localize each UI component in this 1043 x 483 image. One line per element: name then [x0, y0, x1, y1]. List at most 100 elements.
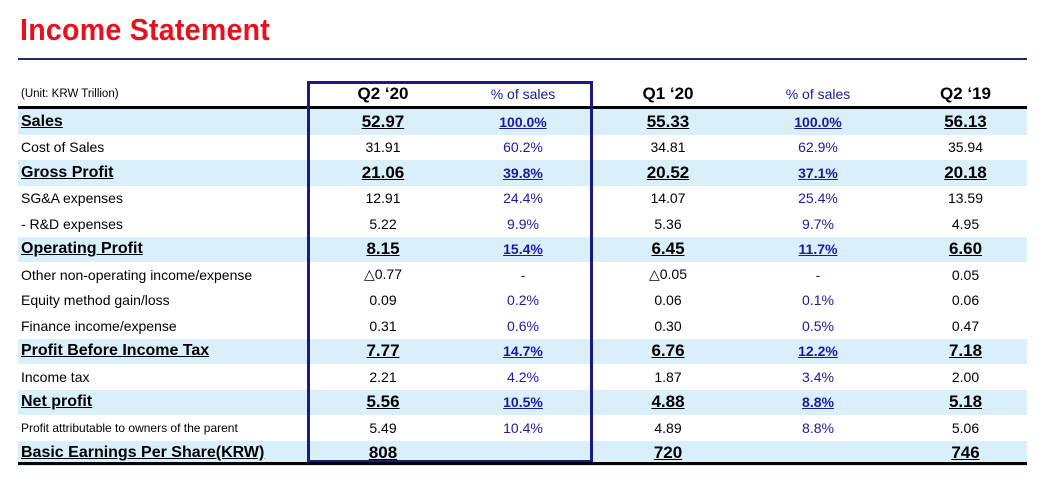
q2-20-value: △0.77	[363, 266, 402, 283]
header-q2-20: Q2 ‘20	[357, 84, 409, 103]
table-row: Finance income/expense 0.31 0.6% 0.30 0.5% 0.…	[18, 313, 1027, 339]
table-body: Sales 52.97 100.0% 55.33 100.0% 56.13 Cost of …	[18, 109, 1027, 466]
q2-20-value: 0.31	[369, 317, 397, 334]
row-label: Cost of Sales	[21, 139, 105, 156]
q1-20-value: 4.88	[651, 392, 685, 412]
q2-20-pct: 60.2%	[503, 139, 543, 156]
q2-20-value: 31.91	[365, 139, 401, 156]
row-label: Equity method gain/loss	[21, 292, 170, 309]
table-row: Profit attributable to owners of the par…	[18, 415, 1027, 441]
table-header: (Unit: KRW Trillion) Q2 ‘20 % of sales Q…	[18, 82, 1027, 109]
table-row: Profit Before Income Tax 7.77 14.7% 6.76 12.…	[18, 338, 1027, 364]
q1-20-pct: 0.1%	[802, 292, 834, 309]
q2-19-value: 6.60	[948, 239, 983, 259]
q2-19-value: 0.05	[951, 266, 980, 283]
q2-20-pct: 100.0%	[499, 113, 547, 130]
q2-19-value: 5.18	[948, 392, 983, 412]
q2-20-pct: 15.4%	[503, 241, 543, 258]
q2-20-value: 52.97	[361, 111, 405, 131]
q2-20-value: 12.91	[365, 190, 401, 207]
q2-20-value: 5.49	[369, 419, 397, 436]
header-pct-q2-20: % of sales	[490, 86, 556, 102]
q2-19-value: 7.18	[948, 341, 983, 361]
q2-20-value: 7.77	[366, 341, 400, 361]
row-label: Profit Before Income Tax	[21, 342, 210, 360]
q1-20-value: 20.52	[646, 162, 690, 182]
q2-20-value: 0.09	[369, 292, 397, 309]
q2-20-value: 21.06	[361, 162, 405, 182]
q2-19-value: 13.59	[947, 190, 984, 207]
row-label: Gross Profit	[21, 163, 114, 181]
q1-20-pct: 9.7%	[802, 215, 834, 232]
table-row: Equity method gain/loss 0.09 0.2% 0.06 0.1% 0…	[18, 288, 1027, 314]
q1-20-pct: 62.9%	[798, 139, 838, 156]
row-label: Operating Profit	[21, 240, 143, 258]
unit-label: (Unit: KRW Trillion)	[21, 88, 119, 100]
q1-20-pct: 8.8%	[802, 394, 834, 411]
q1-20-pct: 25.4%	[798, 190, 838, 207]
q1-20-pct: 100.0%	[794, 113, 842, 130]
table-row: Net profit 5.56 10.5% 4.88 8.8% 5.18	[18, 389, 1027, 415]
q2-20-pct: 10.4%	[503, 419, 543, 436]
header-q2-19: Q2 ‘19	[939, 84, 992, 103]
q2-20-pct: 10.5%	[503, 394, 543, 411]
bottom-divider	[18, 462, 1027, 465]
q2-19-value: 5.06	[951, 419, 980, 436]
table-row: Income tax 2.21 4.2% 1.87 3.4% 2.00	[18, 364, 1027, 390]
row-label: Finance income/expense	[21, 317, 177, 334]
table-row: Gross Profit 21.06 39.8% 20.52 37.1% 20.18	[18, 160, 1027, 186]
q1-20-value: 1.87	[654, 368, 682, 385]
q1-20-pct: 37.1%	[798, 164, 838, 181]
table-row: Operating Profit 8.15 15.4% 6.45 11.7% 6.60	[18, 236, 1027, 262]
table-row: - R&D expenses 5.22 9.9% 5.36 9.7% 4.95	[18, 211, 1027, 237]
row-label: Profit attributable to owners of the par…	[21, 420, 238, 435]
q2-19-value: 2.00	[951, 368, 980, 385]
q2-20-pct: -	[520, 266, 526, 283]
row-label: Income tax	[21, 368, 90, 385]
q1-20-value: 720	[653, 443, 683, 463]
income-statement-table: (Unit: KRW Trillion) Q2 ‘20 % of sales Q…	[18, 82, 1027, 466]
q1-20-pct: -	[815, 266, 821, 283]
q1-20-pct: 8.8%	[802, 419, 834, 436]
q2-20-value: 8.15	[366, 239, 400, 259]
q1-20-value: 5.36	[654, 215, 682, 232]
q2-19-value: 746	[951, 443, 980, 463]
row-label: Sales	[21, 112, 63, 130]
q1-20-pct: 12.2%	[798, 343, 838, 360]
q2-20-pct: 39.8%	[503, 164, 543, 181]
q2-20-pct: 4.2%	[507, 368, 539, 385]
q2-19-value: 4.95	[951, 215, 980, 232]
q1-20-value: 4.89	[654, 419, 682, 436]
q1-20-pct: 0.5%	[802, 317, 834, 334]
q1-20-pct: 11.7%	[798, 241, 838, 258]
q1-20-value: 0.30	[654, 317, 682, 334]
row-label: - R&D expenses	[21, 215, 123, 232]
q2-20-pct: 0.2%	[507, 292, 539, 309]
q2-20-pct: 24.4%	[503, 190, 543, 207]
header-pct-q1-20: % of sales	[785, 86, 851, 102]
q2-20-value: 2.21	[369, 368, 397, 385]
table-row: Cost of Sales 31.91 60.2% 34.81 62.9% 35.94	[18, 135, 1027, 161]
q1-20-value: △0.05	[648, 266, 687, 283]
q1-20-value: 6.76	[651, 341, 685, 361]
q1-20-value: 14.07	[650, 190, 686, 207]
q1-20-pct: 3.4%	[802, 368, 834, 385]
row-label: SG&A expenses	[21, 190, 123, 207]
q2-20-value: 5.56	[366, 392, 400, 412]
row-label: Basic Earnings Per Share(KRW)	[21, 444, 265, 462]
q1-20-value: 34.81	[650, 139, 686, 156]
table-row: SG&A expenses 12.91 24.4% 14.07 25.4% 13.59	[18, 186, 1027, 212]
q1-20-value: 6.45	[651, 239, 685, 259]
q2-20-pct: 14.7%	[503, 343, 543, 360]
q2-20-value: 808	[368, 443, 398, 463]
q2-20-pct: 0.6%	[507, 317, 539, 334]
q2-19-value: 0.47	[951, 317, 980, 334]
title-divider	[18, 58, 1027, 60]
page-title: Income Statement	[20, 12, 271, 47]
q1-20-value: 55.33	[646, 111, 690, 131]
q2-19-value: 56.13	[944, 111, 987, 131]
q2-20-value: 5.22	[369, 215, 397, 232]
q2-19-value: 35.94	[947, 139, 984, 156]
q2-19-value: 20.18	[944, 162, 987, 182]
row-label: Other non-operating income/expense	[21, 266, 253, 283]
